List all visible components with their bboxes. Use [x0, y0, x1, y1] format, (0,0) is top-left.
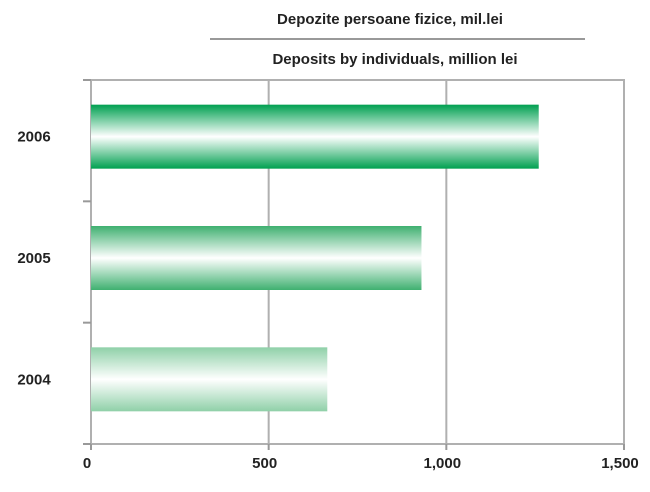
x-tick-label: 500 [252, 455, 277, 472]
chart-title: Depozite persoane fizice, mil.lei [277, 11, 503, 28]
y-tick-label: 2005 [17, 250, 50, 267]
chart-subtitle: Deposits by individuals, million lei [272, 51, 517, 68]
bars [91, 104, 539, 412]
y-tick-labels: 2006 2005 2004 [17, 129, 51, 389]
bar-2004 [91, 347, 328, 412]
axes [83, 79, 625, 450]
y-tick-label: 2006 [17, 129, 50, 146]
bar-2005 [91, 226, 422, 290]
y-tick-label: 2004 [17, 371, 51, 388]
bar-2006 [91, 104, 539, 169]
x-tick-label: 1,000 [424, 455, 462, 472]
x-tick-label: 0 [83, 455, 91, 472]
x-tick-labels: 0 500 1,000 1,500 [83, 455, 639, 472]
x-tick-label: 1,500 [601, 455, 639, 472]
